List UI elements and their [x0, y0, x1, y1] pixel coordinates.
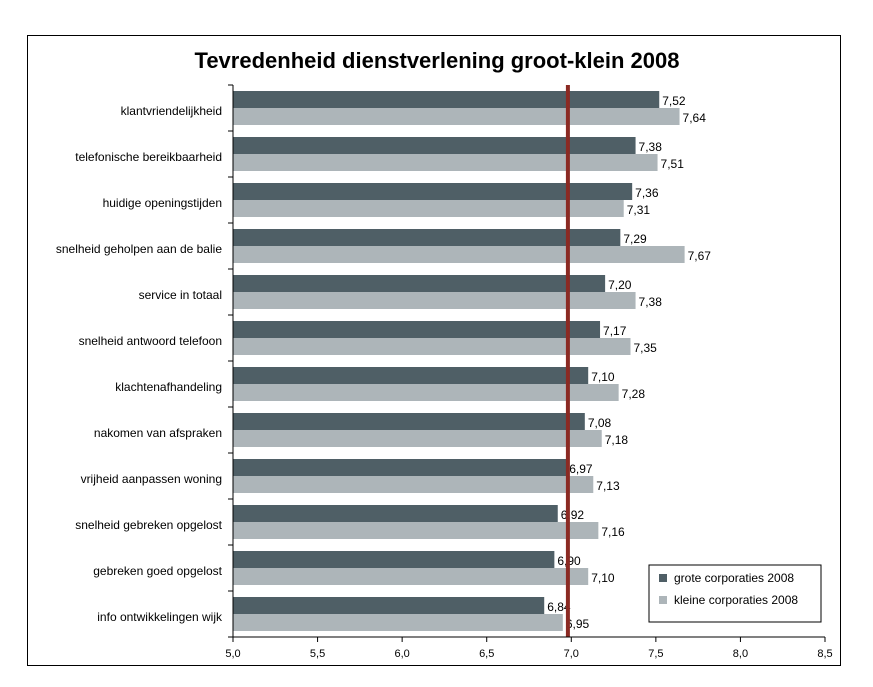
- data-label: 7,17: [603, 324, 627, 338]
- x-tick-label: 6,5: [479, 648, 494, 660]
- bars-group: klantvriendelijkheid 7,52 7,64 telefonische…: [56, 85, 711, 637]
- data-label: 7,67: [688, 249, 712, 263]
- legend-label: grote corporaties 2008: [674, 571, 794, 585]
- data-label: 6,97: [569, 462, 593, 476]
- data-label: 7,51: [661, 157, 685, 171]
- category-label: nakomen van afspraken: [94, 426, 222, 440]
- data-label: 7,16: [601, 525, 625, 539]
- bar-kleine: [233, 384, 619, 401]
- bar-kleine: [233, 476, 594, 493]
- bar-kleine: [233, 246, 685, 263]
- data-label: 7,64: [683, 111, 707, 125]
- data-label: 7,13: [596, 479, 620, 493]
- x-tick-label: 7,0: [564, 648, 579, 660]
- category-label: huidige openingstijden: [103, 196, 222, 210]
- bar-kleine: [233, 614, 563, 631]
- bar-grote: [233, 91, 660, 108]
- bar-grote: [233, 137, 636, 154]
- category-label: klachtenafhandeling: [115, 380, 222, 394]
- category-label: service in totaal: [139, 288, 222, 302]
- bar-grote: [233, 321, 601, 338]
- bar-grote: [233, 229, 621, 246]
- bar-grote: [233, 275, 606, 292]
- category-label: snelheid geholpen aan de balie: [56, 242, 222, 256]
- category-label: gebreken goed opgelost: [93, 564, 222, 578]
- legend-swatch: [659, 596, 667, 604]
- data-label: 7,38: [639, 295, 663, 309]
- bar-kleine: [233, 430, 602, 447]
- x-tick-label: 7,5: [648, 648, 663, 660]
- category-label: snelheid gebreken opgelost: [75, 518, 222, 532]
- bar-kleine: [233, 568, 589, 585]
- bar-grote: [233, 551, 555, 568]
- data-label: 7,52: [662, 94, 686, 108]
- category-label: vrijheid aanpassen woning: [81, 472, 222, 486]
- data-label: 7,35: [633, 341, 657, 355]
- data-label: 7,10: [591, 571, 615, 585]
- category-label: telefonische bereikbaarheid: [75, 150, 222, 164]
- chart-title: Tevredenheid dienstverlening groot-klein…: [195, 48, 680, 73]
- bar-kleine: [233, 522, 599, 539]
- category-label: klantvriendelijkheid: [121, 104, 222, 118]
- x-axis: 5,0 5,5 6,0 6,5 7,0 7,5 8,0 8,5: [225, 84, 833, 660]
- bar-kleine: [233, 338, 631, 355]
- data-label: 7,31: [627, 203, 651, 217]
- data-label: 7,10: [591, 370, 615, 384]
- legend: grote corporaties 2008 kleine corporaties…: [648, 564, 822, 623]
- data-label: 7,08: [588, 416, 612, 430]
- x-tick-label: 8,0: [733, 648, 748, 660]
- data-label: 7,28: [622, 387, 646, 401]
- x-tick-label: 6,0: [394, 648, 409, 660]
- bar-kleine: [233, 154, 658, 171]
- legend-swatch: [659, 574, 667, 582]
- data-label: 7,36: [635, 186, 659, 200]
- bar-grote: [233, 367, 589, 384]
- legend-box: [648, 564, 822, 623]
- legend-label: kleine corporaties 2008: [674, 593, 798, 607]
- data-label: 6,92: [561, 508, 585, 522]
- data-label: 7,29: [623, 232, 647, 246]
- bar-grote: [233, 597, 545, 614]
- data-label: 7,18: [605, 433, 629, 447]
- data-label: 6,84: [547, 600, 571, 614]
- bar-kleine: [233, 200, 624, 217]
- x-tick-label: 5,5: [310, 648, 325, 660]
- bar-grote: [233, 505, 558, 522]
- bar-kleine: [233, 292, 636, 309]
- x-tick-label: 5,0: [225, 648, 240, 660]
- bar-grote: [233, 413, 585, 430]
- x-tick-label: 8,5: [817, 648, 832, 660]
- bar-grote: [233, 459, 567, 476]
- bar-grote: [233, 183, 633, 200]
- data-label: 6,95: [566, 617, 590, 631]
- data-label: 7,38: [639, 140, 663, 154]
- bar-kleine: [233, 108, 680, 125]
- data-label: 7,20: [608, 278, 632, 292]
- category-label: info ontwikkelingen wijk: [97, 610, 223, 624]
- category-label: snelheid antwoord telefoon: [79, 334, 222, 348]
